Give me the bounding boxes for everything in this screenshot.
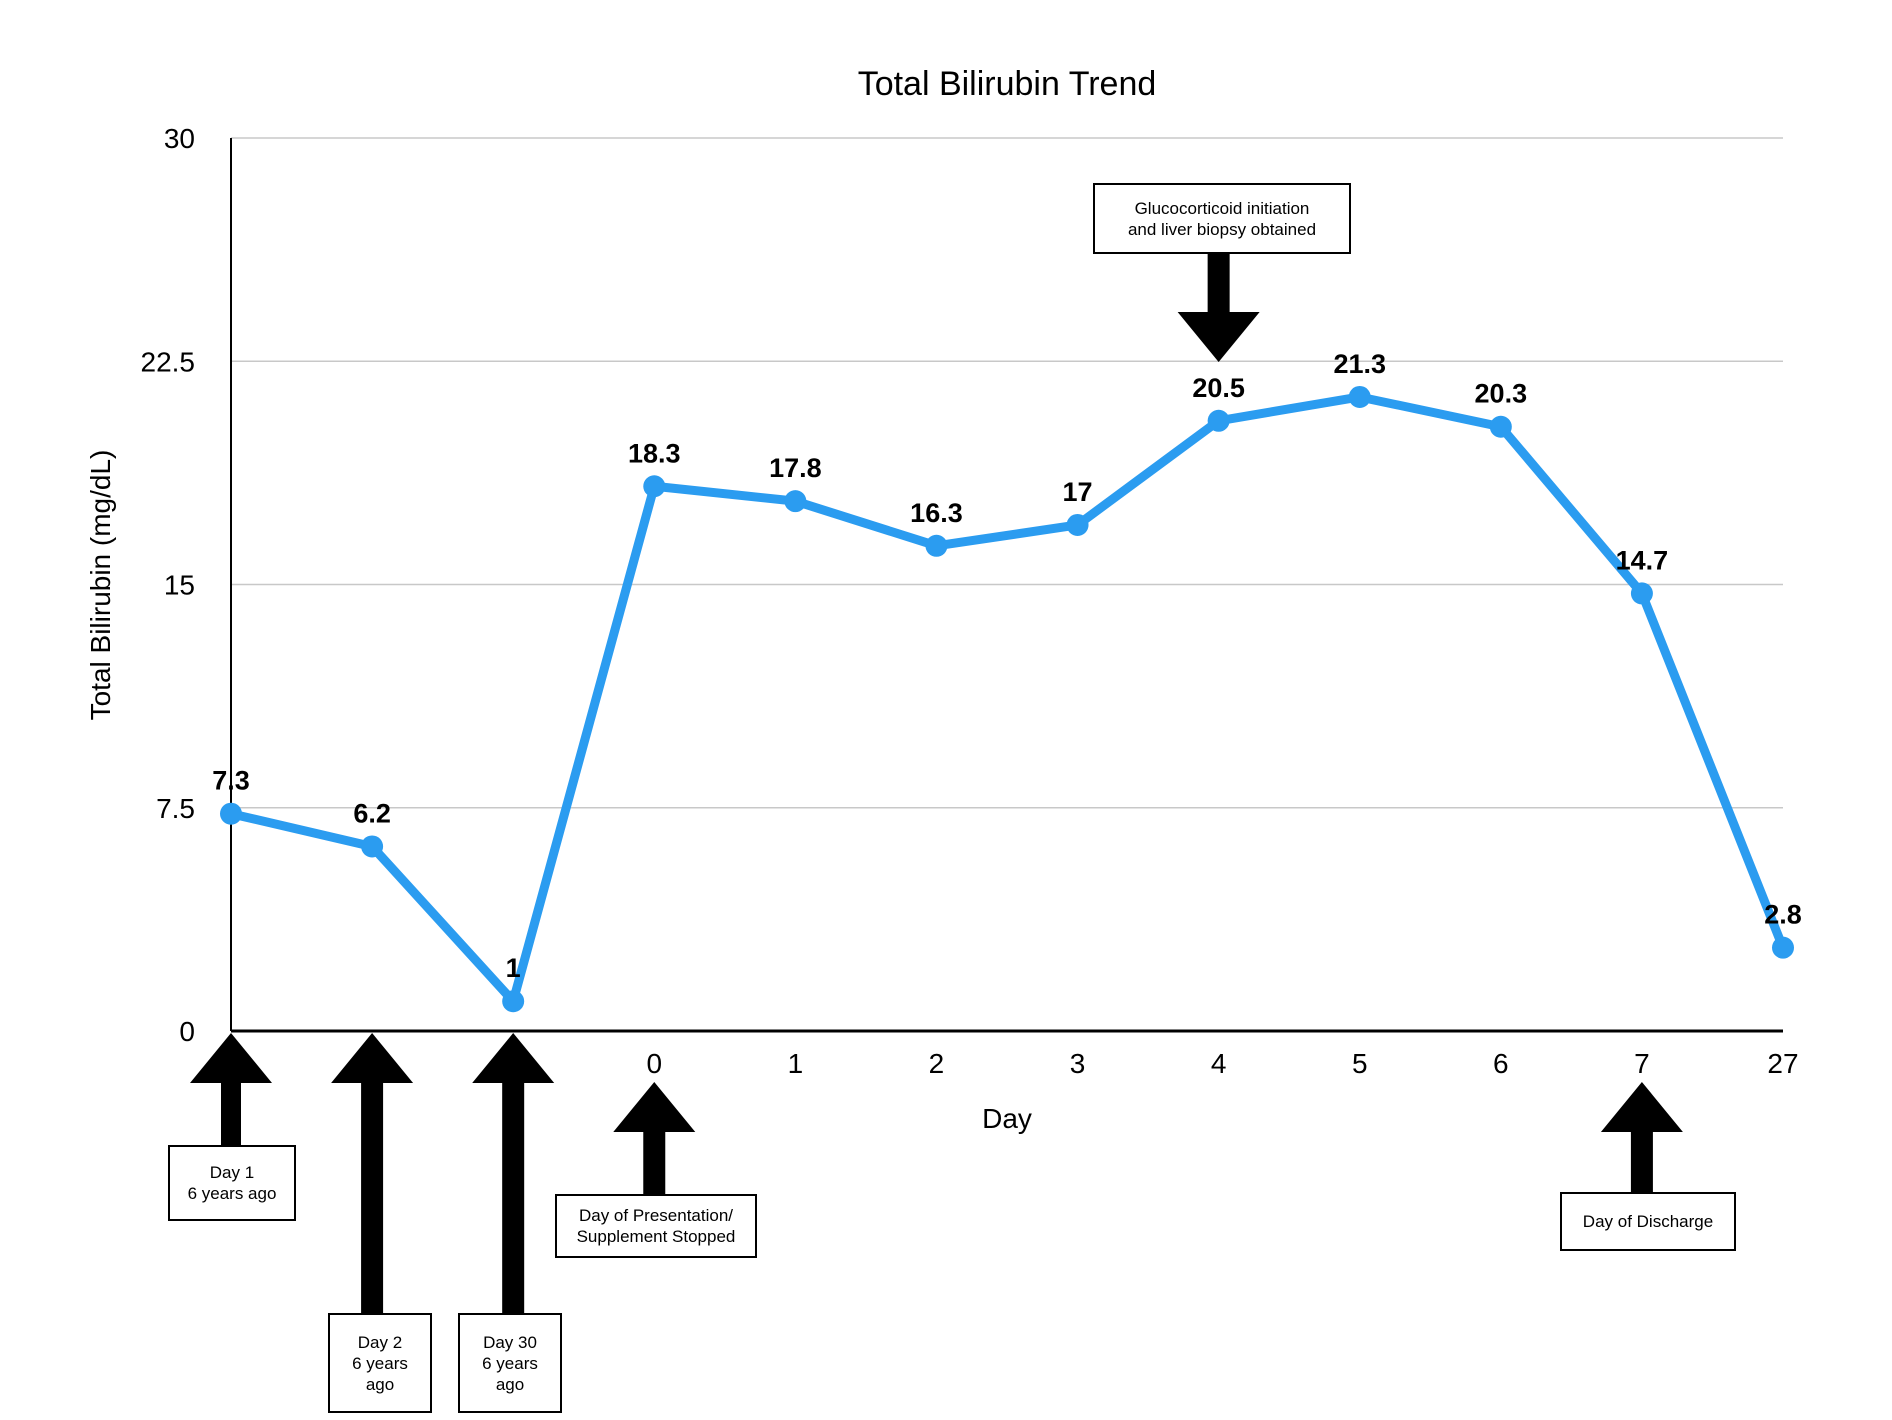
x-axis-title: Day <box>982 1103 1032 1134</box>
x-tick-label: 5 <box>1352 1048 1368 1079</box>
data-point <box>220 802 242 825</box>
annotation-note-text: Glucocorticoid initiation and liver biop… <box>1127 198 1317 239</box>
annotation-note: Day 1 6 years ago <box>168 1145 296 1221</box>
data-label: 17.8 <box>769 453 822 483</box>
series-line <box>226 392 1788 1006</box>
data-label: 17 <box>1063 477 1093 507</box>
data-label: 14.7 <box>1616 545 1669 575</box>
data-point <box>1066 513 1089 536</box>
grid-lines <box>231 137 1783 809</box>
x-tick-label: 27 <box>1767 1048 1798 1079</box>
y-tick-label: 22.5 <box>141 346 196 377</box>
chart-title: Total Bilirubin Trend <box>858 65 1157 103</box>
axes <box>230 138 1783 1033</box>
data-point <box>361 835 384 858</box>
annotation-note: Day of Presentation/ Supplement Stopped <box>555 1194 757 1258</box>
data-labels: 7.3 6.2 1 18.3 17.8 16.3 17 20.5 21.3 20.3 14.7 2.8 <box>212 349 1802 983</box>
data-label: 21.3 <box>1333 349 1386 379</box>
x-tick-label: 6 <box>1493 1048 1509 1079</box>
annotation-note: Day of Discharge <box>1560 1192 1736 1251</box>
annotation-arrow-icon <box>1177 254 1260 362</box>
y-tick-label: 0 <box>179 1016 195 1047</box>
annotation-arrows <box>190 254 1683 1313</box>
data-label: 20.5 <box>1192 373 1245 403</box>
data-point <box>1772 936 1794 959</box>
x-tick-labels: 0 1 2 3 4 5 6 7 27 <box>646 1048 1798 1079</box>
data-point <box>643 475 666 498</box>
data-label: 20.3 <box>1475 379 1528 409</box>
data-point <box>1489 415 1512 438</box>
data-point <box>1630 582 1653 605</box>
data-point <box>1348 385 1371 408</box>
data-label: 2.8 <box>1764 900 1802 930</box>
y-tick-labels: 0 7.5 15 22.5 30 <box>141 123 196 1047</box>
annotation-arrow-icon <box>472 1033 555 1313</box>
data-point <box>1207 409 1230 432</box>
data-point <box>784 490 807 513</box>
x-tick-label: 0 <box>646 1048 662 1079</box>
y-tick-label: 15 <box>164 570 195 601</box>
annotation-note-text: Day 30 6 years ago <box>482 1332 538 1394</box>
x-tick-label: 7 <box>1634 1048 1650 1079</box>
annotation-arrow-icon <box>1600 1082 1683 1192</box>
annotation-note-text: Day of Discharge <box>1582 1212 1714 1231</box>
data-label: 6.2 <box>353 798 391 828</box>
x-tick-label: 1 <box>788 1048 804 1079</box>
x-tick-label: 4 <box>1211 1048 1227 1079</box>
data-label: 18.3 <box>628 438 681 468</box>
data-label: 1 <box>506 953 521 983</box>
annotation-note-text: Day 1 6 years ago <box>187 1163 277 1203</box>
data-label: 16.3 <box>910 498 963 528</box>
y-tick-label: 7.5 <box>156 793 195 824</box>
series-bilirubin <box>220 385 1794 1013</box>
y-axis-title: Total Bilirubin (mg/dL) <box>85 450 116 721</box>
annotation-note: Day 30 6 years ago <box>458 1313 562 1413</box>
annotation-note-text: Day 2 6 years ago <box>352 1332 408 1394</box>
annotation-note: Glucocorticoid initiation and liver biop… <box>1093 183 1351 254</box>
annotation-arrow-icon <box>190 1033 272 1145</box>
annotation-arrow-icon <box>613 1082 696 1194</box>
annotation-note-text: Day of Presentation/ Supplement Stopped <box>576 1206 736 1246</box>
annotation-note: Day 2 6 years ago <box>328 1313 432 1413</box>
data-point <box>502 990 525 1013</box>
y-tick-label: 30 <box>164 123 195 154</box>
annotation-arrow-icon <box>331 1033 414 1313</box>
data-point <box>925 534 948 557</box>
x-tick-label: 2 <box>929 1048 945 1079</box>
data-label: 7.3 <box>212 766 250 796</box>
x-tick-label: 3 <box>1070 1048 1086 1079</box>
